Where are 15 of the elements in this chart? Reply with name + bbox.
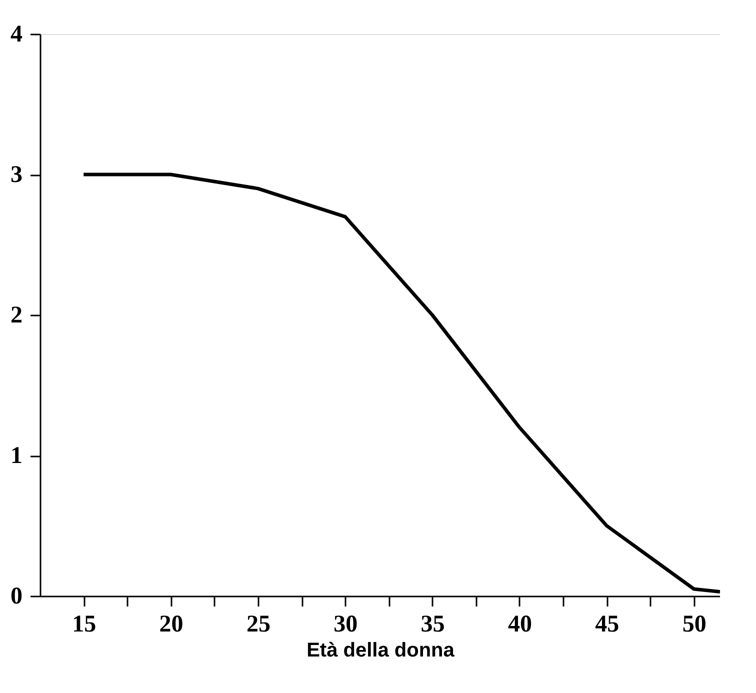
x-tick-label: 40: [508, 612, 532, 638]
x-axis-title: Età della donna: [306, 640, 456, 662]
x-tick-label: 30: [334, 612, 358, 638]
y-tick-label: 2: [10, 302, 22, 328]
y-tick-label: 4: [10, 22, 22, 48]
x-tick-label: 50: [682, 612, 706, 638]
x-tick-label: 25: [246, 612, 270, 638]
line-series: [82, 172, 720, 594]
y-tick-label: 3: [10, 162, 22, 188]
x-tick-label: 15: [72, 612, 96, 638]
x-tick-label: 45: [595, 612, 620, 638]
y-tick-label: 1: [10, 443, 22, 469]
x-tick-label: 20: [159, 612, 184, 638]
x-tick-label: 35: [420, 612, 445, 638]
y-tick-label: 0: [10, 584, 22, 610]
